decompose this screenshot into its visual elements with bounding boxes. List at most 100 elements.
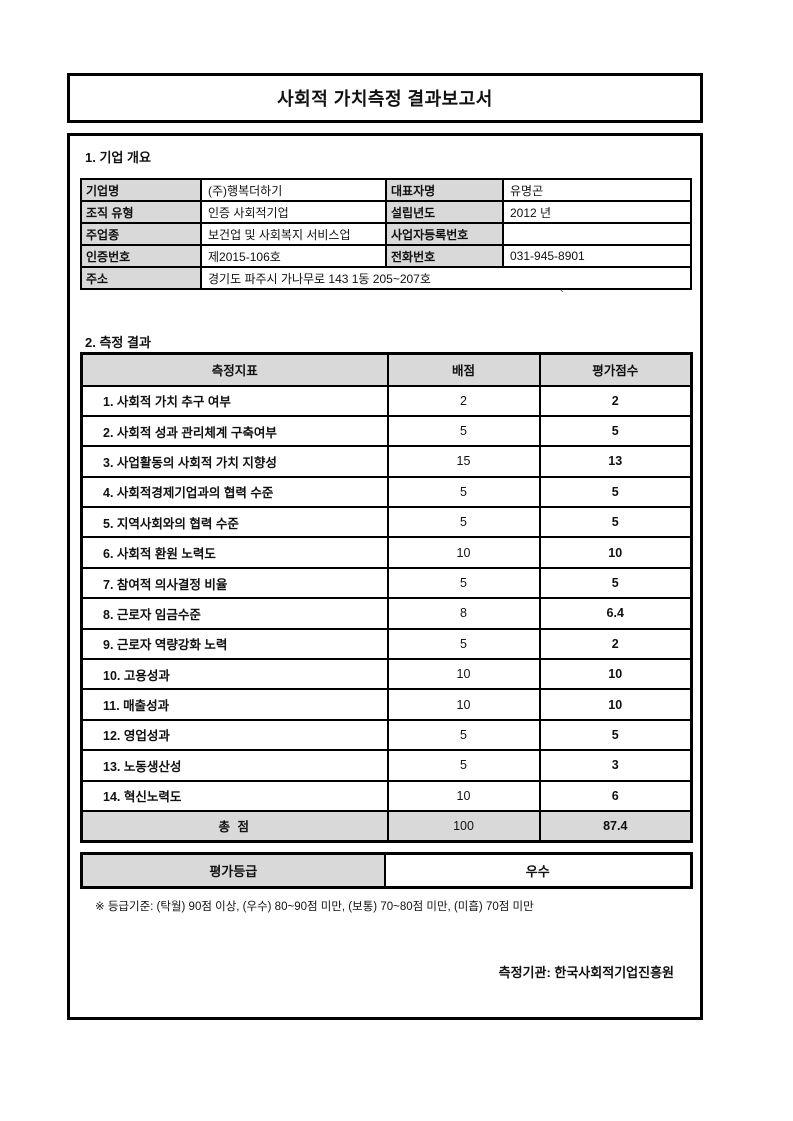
table-row: 9. 근로자 역량강화 노력 5 2 bbox=[80, 627, 693, 661]
indicator-cell: 9. 근로자 역량강화 노력 bbox=[80, 627, 389, 661]
table-row: 7. 참여적 의사결정 비율 5 5 bbox=[80, 566, 693, 600]
section-heading-measurement-results: 2. 측정 결과 bbox=[85, 335, 151, 350]
table-row: 5. 지역사회와의 협력 수준 5 5 bbox=[80, 506, 693, 539]
max-points-cell: 8 bbox=[386, 597, 541, 630]
indicator-cell: 12. 영업성과 bbox=[80, 718, 389, 752]
max-points-cell: 5 bbox=[386, 627, 541, 661]
grade-table: 평가등급 우수 bbox=[80, 852, 693, 889]
total-row: 총 점 100 87.4 bbox=[80, 809, 693, 843]
max-points-column-header: 배점 bbox=[386, 352, 541, 387]
indicator-cell: 10. 고용성과 bbox=[80, 658, 389, 691]
section-heading-company-overview: 1. 기업 개요 bbox=[85, 150, 151, 165]
max-points-cell: 2 bbox=[386, 384, 541, 417]
grade-value-cell: 우수 bbox=[383, 852, 693, 889]
score-cell: 5 bbox=[538, 475, 693, 509]
grade-criteria-footnote: ※ 등급기준: (탁월) 90점 이상, (우수) 80~90점 미만, (보통… bbox=[95, 901, 534, 913]
table-row: 6. 사회적 환원 노력도 10 10 bbox=[80, 536, 693, 569]
business-reg-no-value bbox=[502, 222, 692, 246]
company-name-label: 기업명 bbox=[80, 178, 202, 202]
max-points-cell: 5 bbox=[386, 749, 541, 782]
company-name-value: (주)행복더하기 bbox=[200, 178, 387, 202]
table-row: 기업명 (주)행복더하기 대표자명 유명곤 bbox=[80, 178, 692, 202]
table-row: 인증번호 제2015-106호 전화번호 031-945-8901 bbox=[80, 244, 692, 268]
indicator-cell: 14. 혁신노력도 bbox=[80, 779, 389, 812]
business-reg-no-label: 사업자등록번호 bbox=[385, 222, 504, 246]
table-row: 1. 사회적 가치 추구 여부 2 2 bbox=[80, 384, 693, 417]
indicator-cell: 6. 사회적 환원 노력도 bbox=[80, 536, 389, 569]
table-row: 주업종 보건업 및 사회복지 서비스업 사업자등록번호 bbox=[80, 222, 692, 246]
table-row: 3. 사업활동의 사회적 가치 지향성 15 13 bbox=[80, 445, 693, 478]
indicator-cell: 4. 사회적경제기업과의 협력 수준 bbox=[80, 475, 389, 509]
table-row: 주소 경기도 파주시 가나무로 143 1동 205~207호 bbox=[80, 266, 692, 290]
phone-value: 031-945-8901 bbox=[502, 244, 692, 268]
score-cell: 10 bbox=[538, 658, 693, 691]
ceo-name-label: 대표자명 bbox=[385, 178, 504, 202]
measurement-results-table: 측정지표 배점 평가점수 1. 사회적 가치 추구 여부 2 2 2. 사회적 … bbox=[80, 352, 693, 843]
max-points-cell: 10 bbox=[386, 536, 541, 569]
table-header-row: 측정지표 배점 평가점수 bbox=[80, 352, 693, 387]
indicator-cell: 13. 노동생산성 bbox=[80, 749, 389, 782]
table-row: 12. 영업성과 5 5 bbox=[80, 718, 693, 752]
indicator-cell: 7. 참여적 의사결정 비율 bbox=[80, 566, 389, 600]
score-cell: 10 bbox=[538, 688, 693, 721]
max-points-cell: 15 bbox=[386, 445, 541, 478]
indicator-cell: 11. 매출성과 bbox=[80, 688, 389, 721]
ceo-name-value: 유명곤 bbox=[502, 178, 692, 202]
max-points-cell: 10 bbox=[386, 779, 541, 812]
company-overview-table: 기업명 (주)행복더하기 대표자명 유명곤 조직 유형 인증 사회적기업 설립년… bbox=[80, 178, 692, 290]
table-row: 2. 사회적 성과 관리체계 구축여부 5 5 bbox=[80, 414, 693, 448]
table-row: 조직 유형 인증 사회적기업 설립년도 2012 년 bbox=[80, 200, 692, 224]
score-cell: 3 bbox=[538, 749, 693, 782]
table-row: 4. 사회적경제기업과의 협력 수준 5 5 bbox=[80, 475, 693, 509]
indicator-cell: 3. 사업활동의 사회적 가치 지향성 bbox=[80, 445, 389, 478]
measuring-institution-text: 측정기관: 한국사회적기업진흥원 bbox=[498, 965, 674, 980]
address-label: 주소 bbox=[80, 266, 202, 290]
main-industry-value: 보건업 및 사회복지 서비스업 bbox=[200, 222, 387, 246]
score-cell: 2 bbox=[538, 627, 693, 661]
score-cell: 10 bbox=[538, 536, 693, 569]
score-cell: 5 bbox=[538, 414, 693, 448]
table-row: 11. 매출성과 10 10 bbox=[80, 688, 693, 721]
report-title-box: 사회적 가치측정 결과보고서 bbox=[67, 73, 703, 123]
stray-tick-mark: ` bbox=[560, 288, 564, 302]
report-body-box: 1. 기업 개요 기업명 (주)행복더하기 대표자명 유명곤 조직 유형 인증 … bbox=[67, 133, 703, 1020]
org-type-label: 조직 유형 bbox=[80, 200, 202, 224]
max-points-cell: 5 bbox=[386, 506, 541, 539]
indicator-cell: 2. 사회적 성과 관리체계 구축여부 bbox=[80, 414, 389, 448]
address-value: 경기도 파주시 가나무로 143 1동 205~207호 bbox=[200, 266, 692, 290]
indicator-column-header: 측정지표 bbox=[80, 352, 389, 387]
grade-label-cell: 평가등급 bbox=[80, 852, 386, 889]
org-type-value: 인증 사회적기업 bbox=[200, 200, 387, 224]
max-points-cell: 5 bbox=[386, 566, 541, 600]
score-cell: 6 bbox=[538, 779, 693, 812]
score-cell: 5 bbox=[538, 506, 693, 539]
indicator-cell: 1. 사회적 가치 추구 여부 bbox=[80, 384, 389, 417]
max-points-cell: 10 bbox=[386, 688, 541, 721]
table-row: 10. 고용성과 10 10 bbox=[80, 658, 693, 691]
total-label-cell: 총 점 bbox=[80, 809, 389, 843]
founded-year-label: 설립년도 bbox=[385, 200, 504, 224]
max-points-cell: 10 bbox=[386, 658, 541, 691]
indicator-cell: 8. 근로자 임금수준 bbox=[80, 597, 389, 630]
phone-label: 전화번호 bbox=[385, 244, 504, 268]
max-points-cell: 5 bbox=[386, 475, 541, 509]
score-cell: 13 bbox=[538, 445, 693, 478]
cert-no-value: 제2015-106호 bbox=[200, 244, 387, 268]
score-cell: 2 bbox=[538, 384, 693, 417]
table-row: 13. 노동생산성 5 3 bbox=[80, 749, 693, 782]
cert-no-label: 인증번호 bbox=[80, 244, 202, 268]
total-max-points-cell: 100 bbox=[386, 809, 541, 843]
table-row: 평가등급 우수 bbox=[80, 852, 693, 889]
indicator-cell: 5. 지역사회와의 협력 수준 bbox=[80, 506, 389, 539]
total-score-cell: 87.4 bbox=[538, 809, 693, 843]
table-row: 8. 근로자 임금수준 8 6.4 bbox=[80, 597, 693, 630]
table-row: 14. 혁신노력도 10 6 bbox=[80, 779, 693, 812]
max-points-cell: 5 bbox=[386, 718, 541, 752]
score-column-header: 평가점수 bbox=[538, 352, 693, 387]
score-cell: 5 bbox=[538, 566, 693, 600]
report-title: 사회적 가치측정 결과보고서 bbox=[277, 89, 493, 109]
main-industry-label: 주업종 bbox=[80, 222, 202, 246]
founded-year-value: 2012 년 bbox=[502, 200, 692, 224]
max-points-cell: 5 bbox=[386, 414, 541, 448]
